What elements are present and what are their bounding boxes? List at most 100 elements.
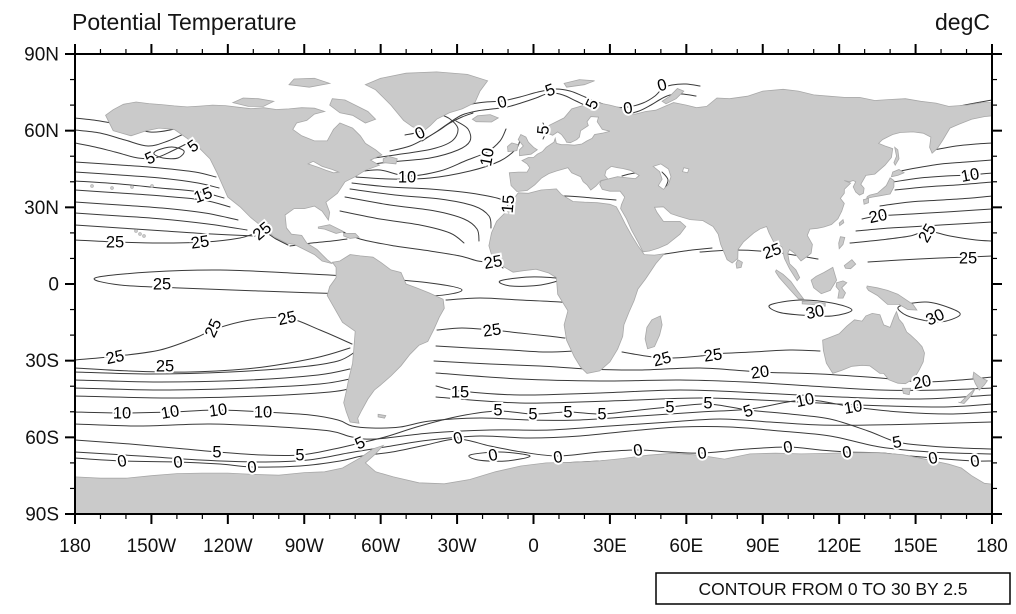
contour-line xyxy=(498,276,561,287)
x-axis-tick-label: 60E xyxy=(669,536,703,557)
y-axis-tick-label: 90N xyxy=(24,45,59,66)
contour-info-text: CONTOUR FROM 0 TO 30 BY 2.5 xyxy=(698,579,967,599)
contour-label: 5 xyxy=(295,447,304,465)
contour-line xyxy=(75,134,206,160)
contour-line xyxy=(75,368,351,383)
contour-label: 10 xyxy=(254,404,272,422)
contour-label: 10 xyxy=(959,165,980,186)
contour-line xyxy=(75,418,992,440)
landmass xyxy=(517,133,539,157)
small-island xyxy=(138,232,142,236)
contour-line xyxy=(75,171,220,189)
contour-label: 25 xyxy=(201,316,225,340)
contour-line xyxy=(861,208,992,220)
contour-label: 0 xyxy=(969,452,981,471)
small-island xyxy=(150,184,154,188)
contour-label: 5 xyxy=(741,401,755,421)
contour-line xyxy=(75,403,992,457)
x-axis-tick-label: 120W xyxy=(203,536,253,557)
contour-line xyxy=(75,224,256,237)
contour-line xyxy=(894,181,992,191)
contour-line xyxy=(436,327,566,339)
contour-label: 5 xyxy=(543,80,558,100)
contour-line xyxy=(75,378,351,391)
contour-label: 25 xyxy=(104,347,126,368)
landmass xyxy=(508,88,992,282)
map-frame xyxy=(74,53,993,515)
contour-label: 25 xyxy=(703,345,724,365)
landmass xyxy=(288,77,332,88)
contour-label: 30 xyxy=(923,305,947,329)
contour-label: 25 xyxy=(276,308,298,329)
contour-label: 25 xyxy=(915,221,940,246)
contour-line xyxy=(356,128,507,177)
contour-line xyxy=(75,180,225,199)
y-axis-tick-label: 30S xyxy=(25,351,59,372)
contour-label: 0 xyxy=(632,441,644,460)
contour-label: 5 xyxy=(563,404,572,422)
contour-line xyxy=(75,347,351,373)
contour-lines-layer xyxy=(75,83,992,468)
landmass xyxy=(343,233,360,239)
landmass xyxy=(377,413,387,419)
contour-line xyxy=(75,316,353,361)
contour-line xyxy=(895,159,992,173)
contour-line xyxy=(349,188,492,229)
contour-label: 10 xyxy=(159,402,180,423)
landmass xyxy=(843,259,857,270)
contour-label: 25 xyxy=(156,358,174,376)
contour-line xyxy=(75,161,217,178)
x-axis-tick-label: 90W xyxy=(285,536,324,557)
landmass xyxy=(901,387,911,396)
landmass xyxy=(866,285,918,311)
contour-label: 5 xyxy=(597,406,606,424)
contour-label: 25 xyxy=(959,250,977,268)
contour-label: 25 xyxy=(482,320,503,340)
contour-label: 0 xyxy=(116,452,129,472)
contour-label: 30 xyxy=(804,302,826,323)
landmass xyxy=(326,254,445,424)
contour-line xyxy=(75,189,231,208)
contour-label: 20 xyxy=(867,206,889,227)
landmass xyxy=(893,146,900,167)
landmass xyxy=(507,142,519,153)
landmass xyxy=(838,236,846,250)
contour-label: 0 xyxy=(495,93,509,113)
contour-line xyxy=(344,196,480,242)
y-axis-tick-label: 60N xyxy=(24,121,59,142)
landmass xyxy=(364,71,489,132)
contour-line xyxy=(75,231,289,246)
landmass xyxy=(810,266,838,295)
contour-label: 25 xyxy=(482,252,503,273)
contour-line xyxy=(468,451,531,462)
contour-label: 0 xyxy=(782,438,794,457)
contour-line xyxy=(849,230,992,244)
contour-line xyxy=(75,399,992,429)
x-axis-tick-label: 180 xyxy=(976,536,1008,557)
contour-line xyxy=(75,351,356,375)
landmass xyxy=(661,88,685,105)
contour-label: 10 xyxy=(208,400,229,420)
contour-label: 5 xyxy=(891,433,903,452)
contour-label: 5 xyxy=(212,444,221,462)
landmass xyxy=(835,280,848,299)
x-axis-tick-label: 30E xyxy=(593,536,627,557)
x-axis-tick-label: 0 xyxy=(528,536,539,557)
contour-label: 5 xyxy=(703,395,712,413)
landmass xyxy=(838,218,845,227)
contour-line xyxy=(75,201,239,221)
contour-label: 15 xyxy=(499,194,519,214)
contour-line xyxy=(897,301,961,323)
x-axis-tick-label: 180 xyxy=(59,536,91,557)
landmass xyxy=(822,310,925,385)
contour-label: 10 xyxy=(398,169,416,187)
landmass xyxy=(890,169,905,178)
contour-label: 5 xyxy=(665,399,674,417)
landmass xyxy=(382,155,398,165)
contour-line xyxy=(435,385,992,400)
landmass xyxy=(231,97,275,107)
landmass xyxy=(775,269,805,300)
x-axis-tick-label: 90E xyxy=(746,536,780,557)
contour-label: 0 xyxy=(487,446,500,466)
